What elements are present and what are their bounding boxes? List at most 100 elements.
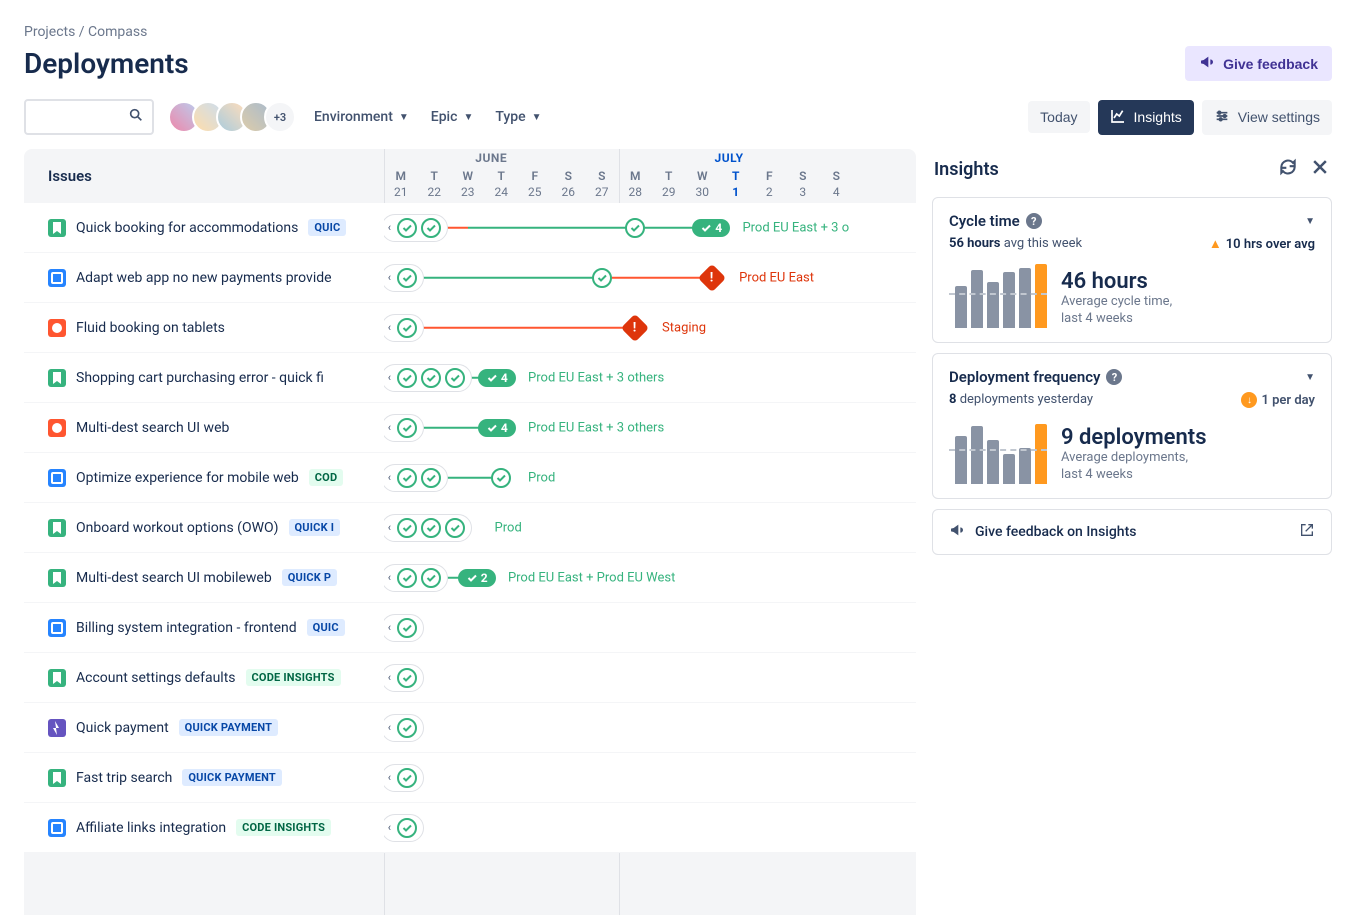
chevron-left-icon[interactable]: ‹ xyxy=(386,671,393,684)
deployment-node[interactable] xyxy=(397,568,417,588)
breadcrumb[interactable]: Projects / Compass xyxy=(24,24,1332,40)
chevron-left-icon[interactable]: ‹ xyxy=(386,571,393,584)
deployment-error-icon[interactable]: ! xyxy=(698,263,726,291)
chevron-left-icon[interactable]: ‹ xyxy=(386,771,393,784)
issue-row[interactable]: Optimize experience for mobile web COD xyxy=(24,453,384,503)
chevron-left-icon[interactable]: ‹ xyxy=(386,621,393,634)
deployment-node[interactable] xyxy=(397,718,417,738)
deployment-node[interactable] xyxy=(445,518,465,538)
view-settings-button[interactable]: View settings xyxy=(1202,100,1332,135)
filter-epic[interactable]: Epic▼ xyxy=(427,103,478,131)
chevron-left-icon[interactable]: ‹ xyxy=(386,271,393,284)
chevron-left-icon[interactable]: ‹ xyxy=(386,371,393,384)
deployment-pill[interactable]: ‹ xyxy=(384,364,472,392)
deployment-error-icon[interactable]: ! xyxy=(621,313,649,341)
deployment-node[interactable] xyxy=(397,218,417,238)
filter-type[interactable]: Type▼ xyxy=(491,103,545,131)
chevron-left-icon[interactable]: ‹ xyxy=(386,721,393,734)
today-button[interactable]: Today xyxy=(1028,101,1089,133)
chevron-left-icon[interactable]: ‹ xyxy=(386,471,393,484)
deployment-node[interactable] xyxy=(625,218,645,238)
close-icon[interactable] xyxy=(1310,157,1330,181)
epic-badge[interactable]: QUICK PAYMENT xyxy=(182,769,282,786)
deployment-count[interactable]: 4 xyxy=(478,419,516,437)
deployment-count[interactable]: 4 xyxy=(692,219,730,237)
chevron-left-icon[interactable]: ‹ xyxy=(386,821,393,834)
chevron-down-icon[interactable]: ▼ xyxy=(1305,216,1315,227)
deployment-pill[interactable]: ‹ xyxy=(384,314,424,342)
chevron-left-icon[interactable]: ‹ xyxy=(386,521,393,534)
deployment-count[interactable]: 4 xyxy=(478,369,516,387)
deployment-count[interactable]: 2 xyxy=(458,569,496,587)
issue-row[interactable]: Onboard workout options (OWO) QUICK I xyxy=(24,503,384,553)
epic-badge[interactable]: QUIC xyxy=(308,219,346,236)
deployment-pill[interactable]: ‹ xyxy=(384,814,424,842)
avatar-more[interactable]: +3 xyxy=(264,101,296,133)
issue-row[interactable]: Fluid booking on tablets xyxy=(24,303,384,353)
megaphone-icon xyxy=(949,522,965,542)
deployment-node[interactable] xyxy=(397,368,417,388)
issue-row[interactable]: Quick payment QUICK PAYMENT xyxy=(24,703,384,753)
chevron-left-icon[interactable]: ‹ xyxy=(386,421,393,434)
deployment-node[interactable] xyxy=(397,768,417,788)
issue-row[interactable]: Multi-dest search UI web xyxy=(24,403,384,453)
deployment-pill[interactable]: ‹ xyxy=(384,614,424,642)
chevron-down-icon[interactable]: ▼ xyxy=(1305,372,1315,383)
timeline-row: ‹!Staging xyxy=(384,303,916,353)
epic-badge[interactable]: CODE INSIGHTS xyxy=(246,669,341,686)
issue-row[interactable]: Quick booking for accommodations QUIC xyxy=(24,203,384,253)
environment-label: Prod xyxy=(528,470,555,485)
info-icon[interactable]: ? xyxy=(1026,213,1042,229)
info-icon[interactable]: ? xyxy=(1106,369,1122,385)
epic-badge[interactable]: QUICK I xyxy=(289,519,341,536)
search-input[interactable] xyxy=(24,99,154,135)
issue-row[interactable]: Adapt web app no new payments provide xyxy=(24,253,384,303)
insights-button[interactable]: Insights xyxy=(1098,100,1194,135)
deployment-node[interactable] xyxy=(421,518,441,538)
deployment-node[interactable] xyxy=(397,418,417,438)
epic-badge[interactable]: QUICK P xyxy=(282,569,337,586)
chevron-left-icon[interactable]: ‹ xyxy=(386,321,393,334)
deployment-node[interactable] xyxy=(397,818,417,838)
refresh-icon[interactable] xyxy=(1278,157,1298,181)
deployment-pill[interactable]: ‹ xyxy=(384,514,472,542)
deployment-pill[interactable]: ‹ xyxy=(384,764,424,792)
environment-label: Prod EU East xyxy=(739,270,814,285)
deployment-pill[interactable]: ‹ xyxy=(384,664,424,692)
issue-row[interactable]: Shopping cart purchasing error - quick f… xyxy=(24,353,384,403)
deployment-node[interactable] xyxy=(491,468,511,488)
epic-badge[interactable]: QUIC xyxy=(307,619,345,636)
deployment-node[interactable] xyxy=(397,468,417,488)
chevron-left-icon[interactable]: ‹ xyxy=(386,221,393,234)
filter-environment[interactable]: Environment▼ xyxy=(310,103,413,131)
deployment-pill[interactable]: ‹ xyxy=(384,264,424,292)
issue-row[interactable]: Fast trip search QUICK PAYMENT xyxy=(24,753,384,803)
deployment-node[interactable] xyxy=(397,318,417,338)
deployment-node[interactable] xyxy=(421,568,441,588)
deployment-node[interactable] xyxy=(445,368,465,388)
issue-row[interactable]: Billing system integration - frontend QU… xyxy=(24,603,384,653)
insights-feedback-card[interactable]: Give feedback on Insights xyxy=(932,509,1332,555)
deployment-node[interactable] xyxy=(421,468,441,488)
deployment-pill[interactable]: ‹ xyxy=(384,564,448,592)
deployment-node[interactable] xyxy=(421,218,441,238)
deployment-node[interactable] xyxy=(397,518,417,538)
issue-title: Fluid booking on tablets xyxy=(76,320,225,336)
deployment-pill[interactable]: ‹ xyxy=(384,214,448,242)
deployment-pill[interactable]: ‹ xyxy=(384,714,424,742)
deployment-pill[interactable]: ‹ xyxy=(384,414,424,442)
epic-badge[interactable]: QUICK PAYMENT xyxy=(179,719,279,736)
deployment-node[interactable] xyxy=(397,618,417,638)
deployment-node[interactable] xyxy=(397,668,417,688)
issue-row[interactable]: Account settings defaults CODE INSIGHTS xyxy=(24,653,384,703)
epic-badge[interactable]: COD xyxy=(309,469,344,486)
epic-badge[interactable]: CODE INSIGHTS xyxy=(236,819,331,836)
assignee-avatars[interactable]: +3 xyxy=(168,101,296,133)
issue-row[interactable]: Affiliate links integration CODE INSIGHT… xyxy=(24,803,384,853)
deployment-node[interactable] xyxy=(421,368,441,388)
issue-row[interactable]: Multi-dest search UI mobileweb QUICK P xyxy=(24,553,384,603)
deployment-node[interactable] xyxy=(397,268,417,288)
give-feedback-button[interactable]: Give feedback xyxy=(1185,46,1332,81)
deployment-pill[interactable]: ‹ xyxy=(384,464,448,492)
deployment-node[interactable] xyxy=(592,268,612,288)
